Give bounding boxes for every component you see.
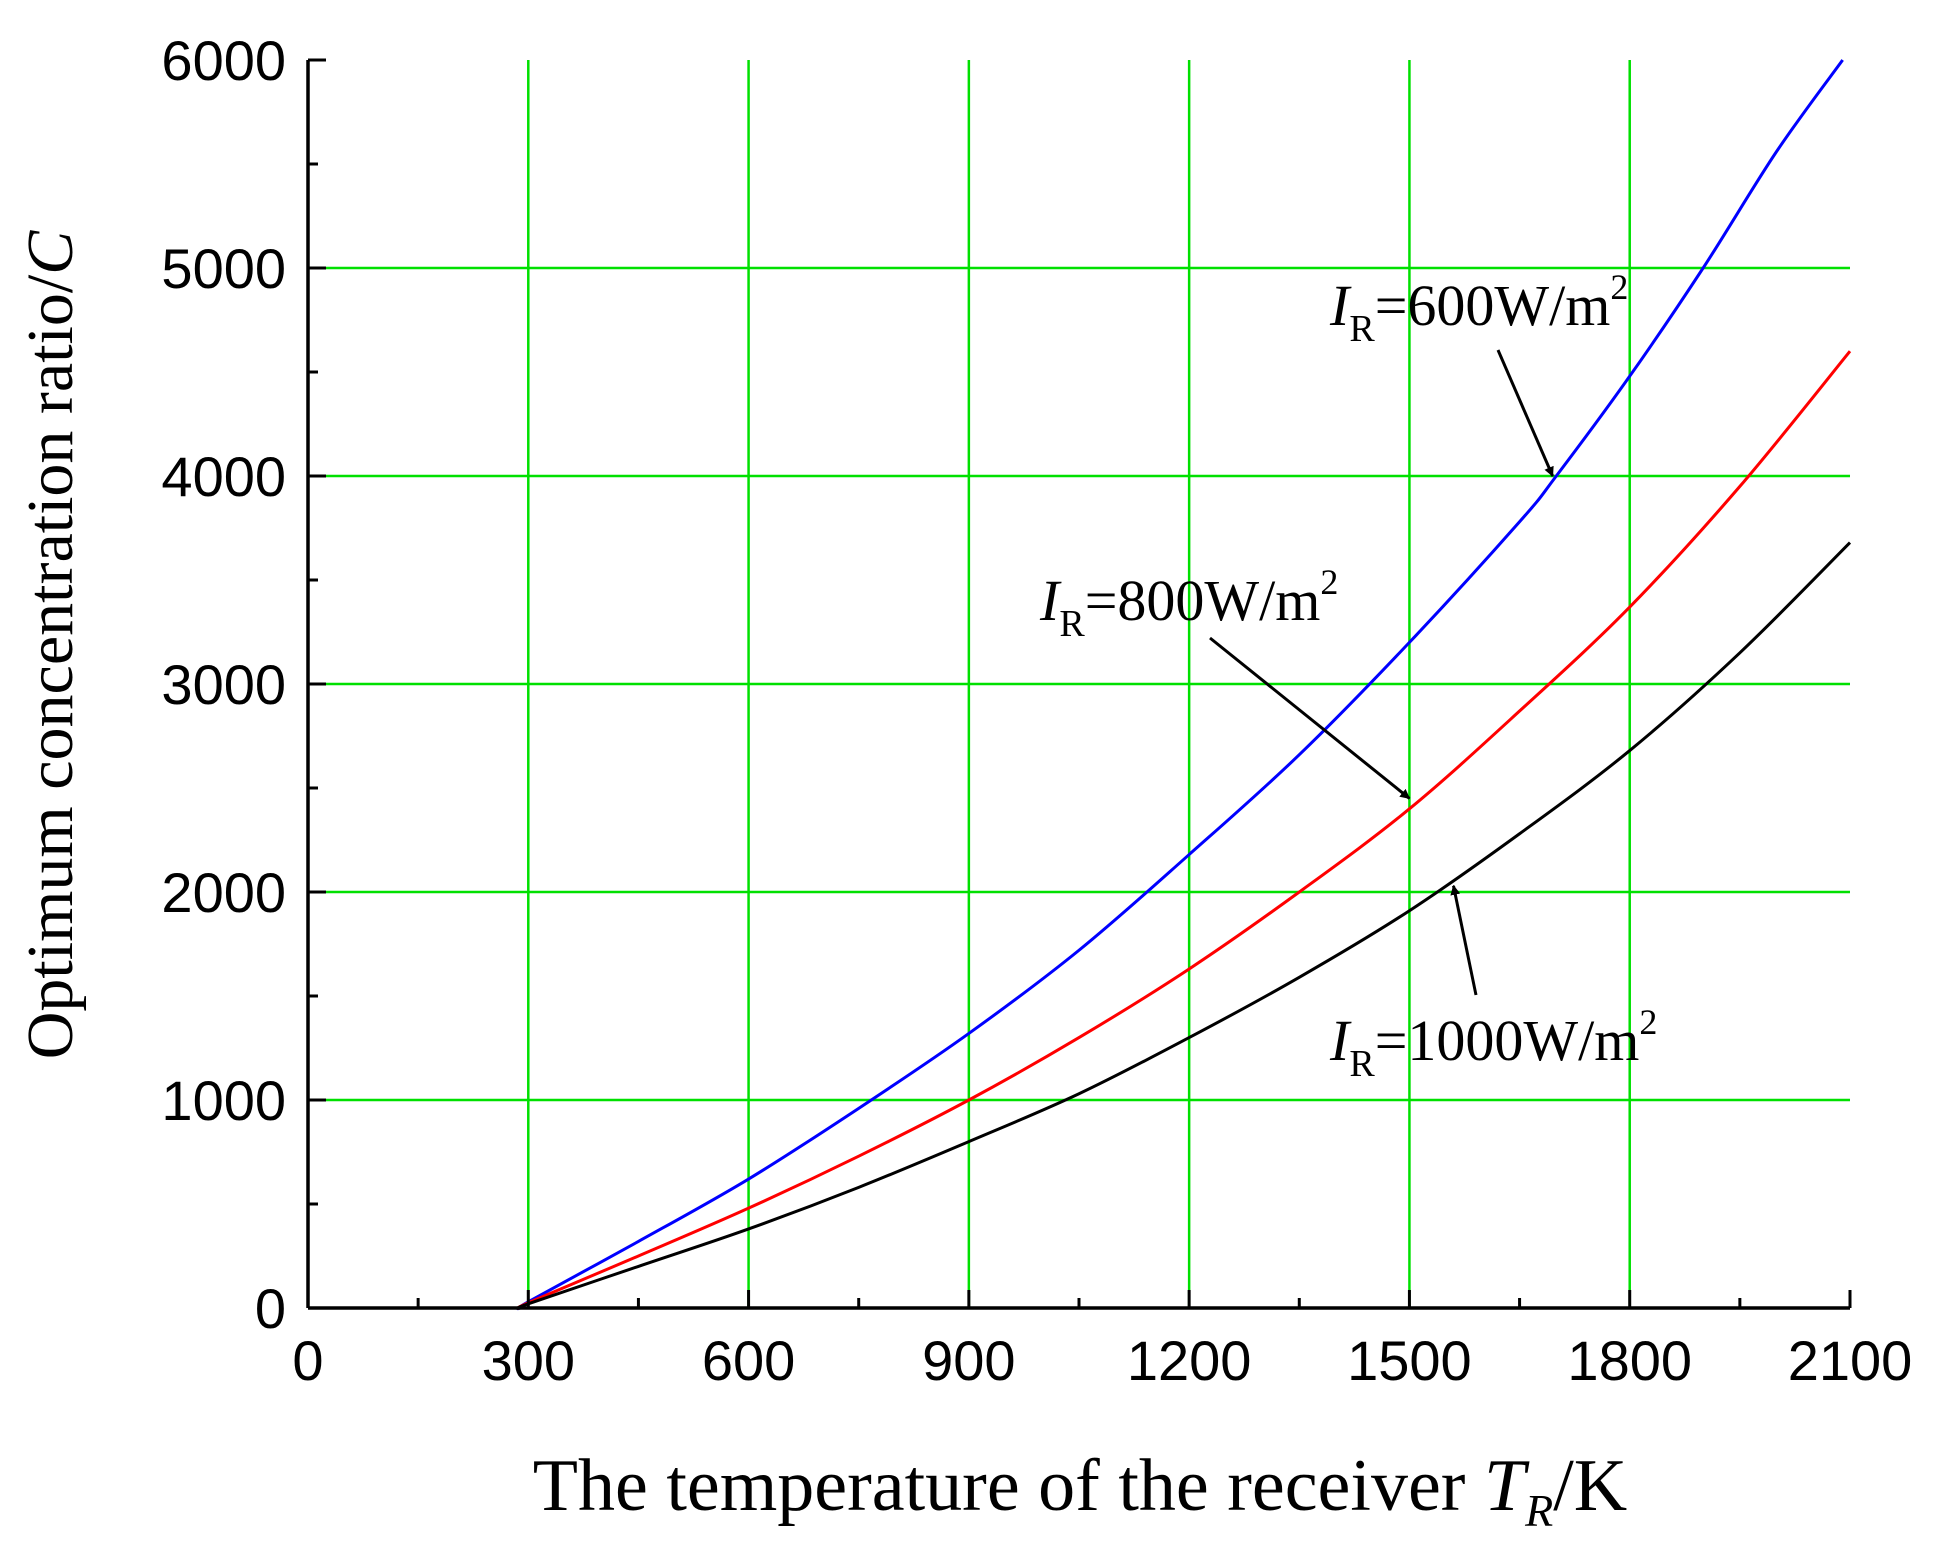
x-tick-labels: 0 300 600 900 1200 1500 1800 2100 (292, 1329, 1912, 1392)
svg-text:IR=600W/m2: IR=600W/m2 (1329, 267, 1628, 350)
series-line-0 (516, 59, 1844, 1311)
annotation-800: IR=800W/m2 (1039, 562, 1411, 800)
y-tick-label: 2000 (161, 861, 286, 924)
annotation-600: IR=600W/m2 (1329, 267, 1628, 477)
y-tick-label: 5000 (161, 237, 286, 300)
y-tick-label: 0 (255, 1277, 286, 1340)
grid (308, 60, 1850, 1308)
svg-text:IR=800W/m2: IR=800W/m2 (1039, 562, 1338, 645)
x-axis-title: The temperature of the receiver TR/K (533, 1445, 1627, 1536)
x-tick-label: 2100 (1788, 1329, 1913, 1392)
annotation-arrow-1000 (1450, 884, 1478, 996)
x-tick-label: 900 (922, 1329, 1015, 1392)
series-lines (516, 59, 1852, 1311)
y-axis-title: Optimum concentration ratio/C (14, 230, 87, 1059)
x-tick-label: 1800 (1567, 1329, 1692, 1392)
svg-text:IR=1000W/m2: IR=1000W/m2 (1329, 1002, 1657, 1085)
series-line-2 (516, 541, 1852, 1310)
annotations: IR=600W/m2 IR=800W/m2 IR=1000W/m2 (1039, 267, 1657, 1085)
x-tick-label: 600 (702, 1329, 795, 1392)
x-tick-label: 0 (292, 1329, 323, 1392)
tick-marks (306, 58, 1852, 1310)
annotation-arrow-800 (1209, 636, 1411, 800)
x-tick-label: 1200 (1127, 1329, 1252, 1392)
x-tick-label: 1500 (1347, 1329, 1472, 1392)
y-tick-label: 1000 (161, 1069, 286, 1132)
series-line-1 (516, 350, 1852, 1310)
x-tick-label: 300 (482, 1329, 575, 1392)
annotation-1000: IR=1000W/m2 (1329, 884, 1657, 1085)
y-tick-label: 4000 (161, 445, 286, 508)
y-tick-labels: 0 1000 2000 3000 4000 5000 6000 (161, 29, 286, 1340)
annotation-arrow-600 (1496, 349, 1554, 477)
y-tick-label: 3000 (161, 653, 286, 716)
y-tick-label: 6000 (161, 29, 286, 92)
